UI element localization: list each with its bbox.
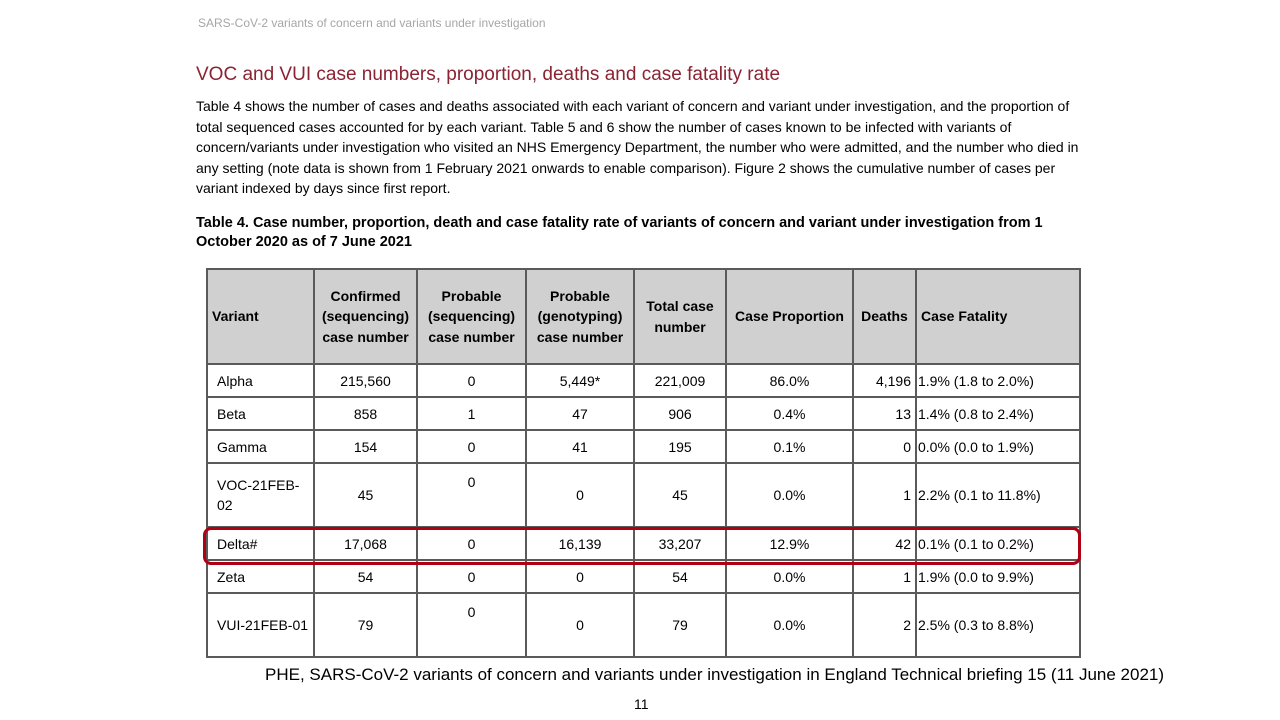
cell-probable-genotyping: 47 — [525, 396, 635, 431]
cell-confirmed: 79 — [313, 592, 418, 658]
intro-paragraph: Table 4 shows the number of cases and de… — [196, 98, 1079, 196]
cell-fatality: 0.1% (0.1 to 0.2%) — [915, 526, 1081, 561]
table-row: Gamma 154 0 41 195 0.1% 0 0.0% (0.0 to 1… — [206, 429, 1081, 464]
header-confirmed: Confirmed (sequencing) case number — [313, 268, 418, 365]
header-total: Total case number — [633, 268, 727, 365]
header-case-proportion: Case Proportion — [725, 268, 854, 365]
cell-probable-sequencing: 0 — [416, 559, 527, 594]
cell-proportion: 0.0% — [725, 462, 854, 528]
cell-confirmed: 858 — [313, 396, 418, 431]
cell-variant: VOC-21FEB-02 — [206, 462, 315, 528]
cell-probable-genotyping: 0 — [525, 592, 635, 658]
cell-total: 195 — [633, 429, 727, 464]
cell-variant: VUI-21FEB-01 — [206, 592, 315, 658]
cell-probable-sequencing: 0 — [416, 462, 527, 528]
cell-deaths: 13 — [852, 396, 917, 431]
running-header: SARS-CoV-2 variants of concern and varia… — [198, 16, 546, 30]
header-deaths: Deaths — [852, 268, 917, 365]
header-probable-sequencing: Probable (sequencing) case number — [416, 268, 527, 365]
cell-proportion: 86.0% — [725, 363, 854, 398]
cell-proportion: 12.9% — [725, 526, 854, 561]
cell-confirmed: 154 — [313, 429, 418, 464]
cell-total: 33,207 — [633, 526, 727, 561]
cell-probable-genotyping: 5,449* — [525, 363, 635, 398]
header-variant: Variant — [206, 268, 315, 365]
cell-confirmed: 45 — [313, 462, 418, 528]
cell-proportion: 0.0% — [725, 559, 854, 594]
cell-probable-sequencing: 0 — [416, 592, 527, 658]
cell-probable-sequencing: 1 — [416, 396, 527, 431]
cell-confirmed: 54 — [313, 559, 418, 594]
cell-variant: Delta# — [206, 526, 315, 561]
header-probable-genotyping: Probable (genotyping) case number — [525, 268, 635, 365]
table-row: VUI-21FEB-01 79 0 0 79 0.0% 2 2.5% (0.3 … — [206, 592, 1081, 658]
cell-confirmed: 215,560 — [313, 363, 418, 398]
variants-table: Variant Confirmed (sequencing) case numb… — [206, 268, 1081, 658]
cell-deaths: 0 — [852, 429, 917, 464]
cell-deaths: 1 — [852, 462, 917, 528]
cell-deaths: 42 — [852, 526, 917, 561]
cell-fatality: 2.5% (0.3 to 8.8%) — [915, 592, 1081, 658]
cell-deaths: 1 — [852, 559, 917, 594]
table-caption: Table 4. Case number, proportion, death … — [196, 215, 1043, 250]
table-row-highlighted: Delta# 17,068 0 16,139 33,207 12.9% 42 0… — [206, 526, 1081, 561]
header-case-fatality: Case Fatality — [915, 268, 1081, 365]
cell-total: 221,009 — [633, 363, 727, 398]
cell-variant: Beta — [206, 396, 315, 431]
table-header-row: Variant Confirmed (sequencing) case numb… — [206, 268, 1081, 365]
cell-total: 79 — [633, 592, 727, 658]
cell-total: 54 — [633, 559, 727, 594]
section-title: VOC and VUI case numbers, proportion, de… — [196, 64, 781, 85]
cell-proportion: 0.0% — [725, 592, 854, 658]
cell-proportion: 0.1% — [725, 429, 854, 464]
table-row: VOC-21FEB-02 45 0 0 45 0.0% 1 2.2% (0.1 … — [206, 462, 1081, 528]
table-row: Zeta 54 0 0 54 0.0% 1 1.9% (0.0 to 9.9%) — [206, 559, 1081, 594]
cell-fatality: 1.9% (1.8 to 2.0%) — [915, 363, 1081, 398]
cell-variant: Zeta — [206, 559, 315, 594]
cell-probable-sequencing: 0 — [416, 526, 527, 561]
cell-fatality: 0.0% (0.0 to 1.9%) — [915, 429, 1081, 464]
cell-total: 45 — [633, 462, 727, 528]
table-row: Beta 858 1 47 906 0.4% 13 1.4% (0.8 to 2… — [206, 396, 1081, 431]
cell-probable-genotyping: 16,139 — [525, 526, 635, 561]
cell-probable-genotyping: 0 — [525, 462, 635, 528]
cell-confirmed: 17,068 — [313, 526, 418, 561]
cell-probable-sequencing: 0 — [416, 429, 527, 464]
source-citation: PHE, SARS-CoV-2 variants of concern and … — [265, 665, 1165, 684]
cell-variant: Gamma — [206, 429, 315, 464]
cell-variant: Alpha — [206, 363, 315, 398]
cell-deaths: 2 — [852, 592, 917, 658]
page-number: 11 — [634, 696, 649, 712]
cell-probable-sequencing: 0 — [416, 363, 527, 398]
cell-deaths: 4,196 — [852, 363, 917, 398]
cell-probable-genotyping: 41 — [525, 429, 635, 464]
table-row: Alpha 215,560 0 5,449* 221,009 86.0% 4,1… — [206, 363, 1081, 398]
cell-fatality: 1.9% (0.0 to 9.9%) — [915, 559, 1081, 594]
cell-fatality: 2.2% (0.1 to 11.8%) — [915, 462, 1081, 528]
cell-probable-genotyping: 0 — [525, 559, 635, 594]
cell-fatality: 1.4% (0.8 to 2.4%) — [915, 396, 1081, 431]
cell-total: 906 — [633, 396, 727, 431]
cell-proportion: 0.4% — [725, 396, 854, 431]
